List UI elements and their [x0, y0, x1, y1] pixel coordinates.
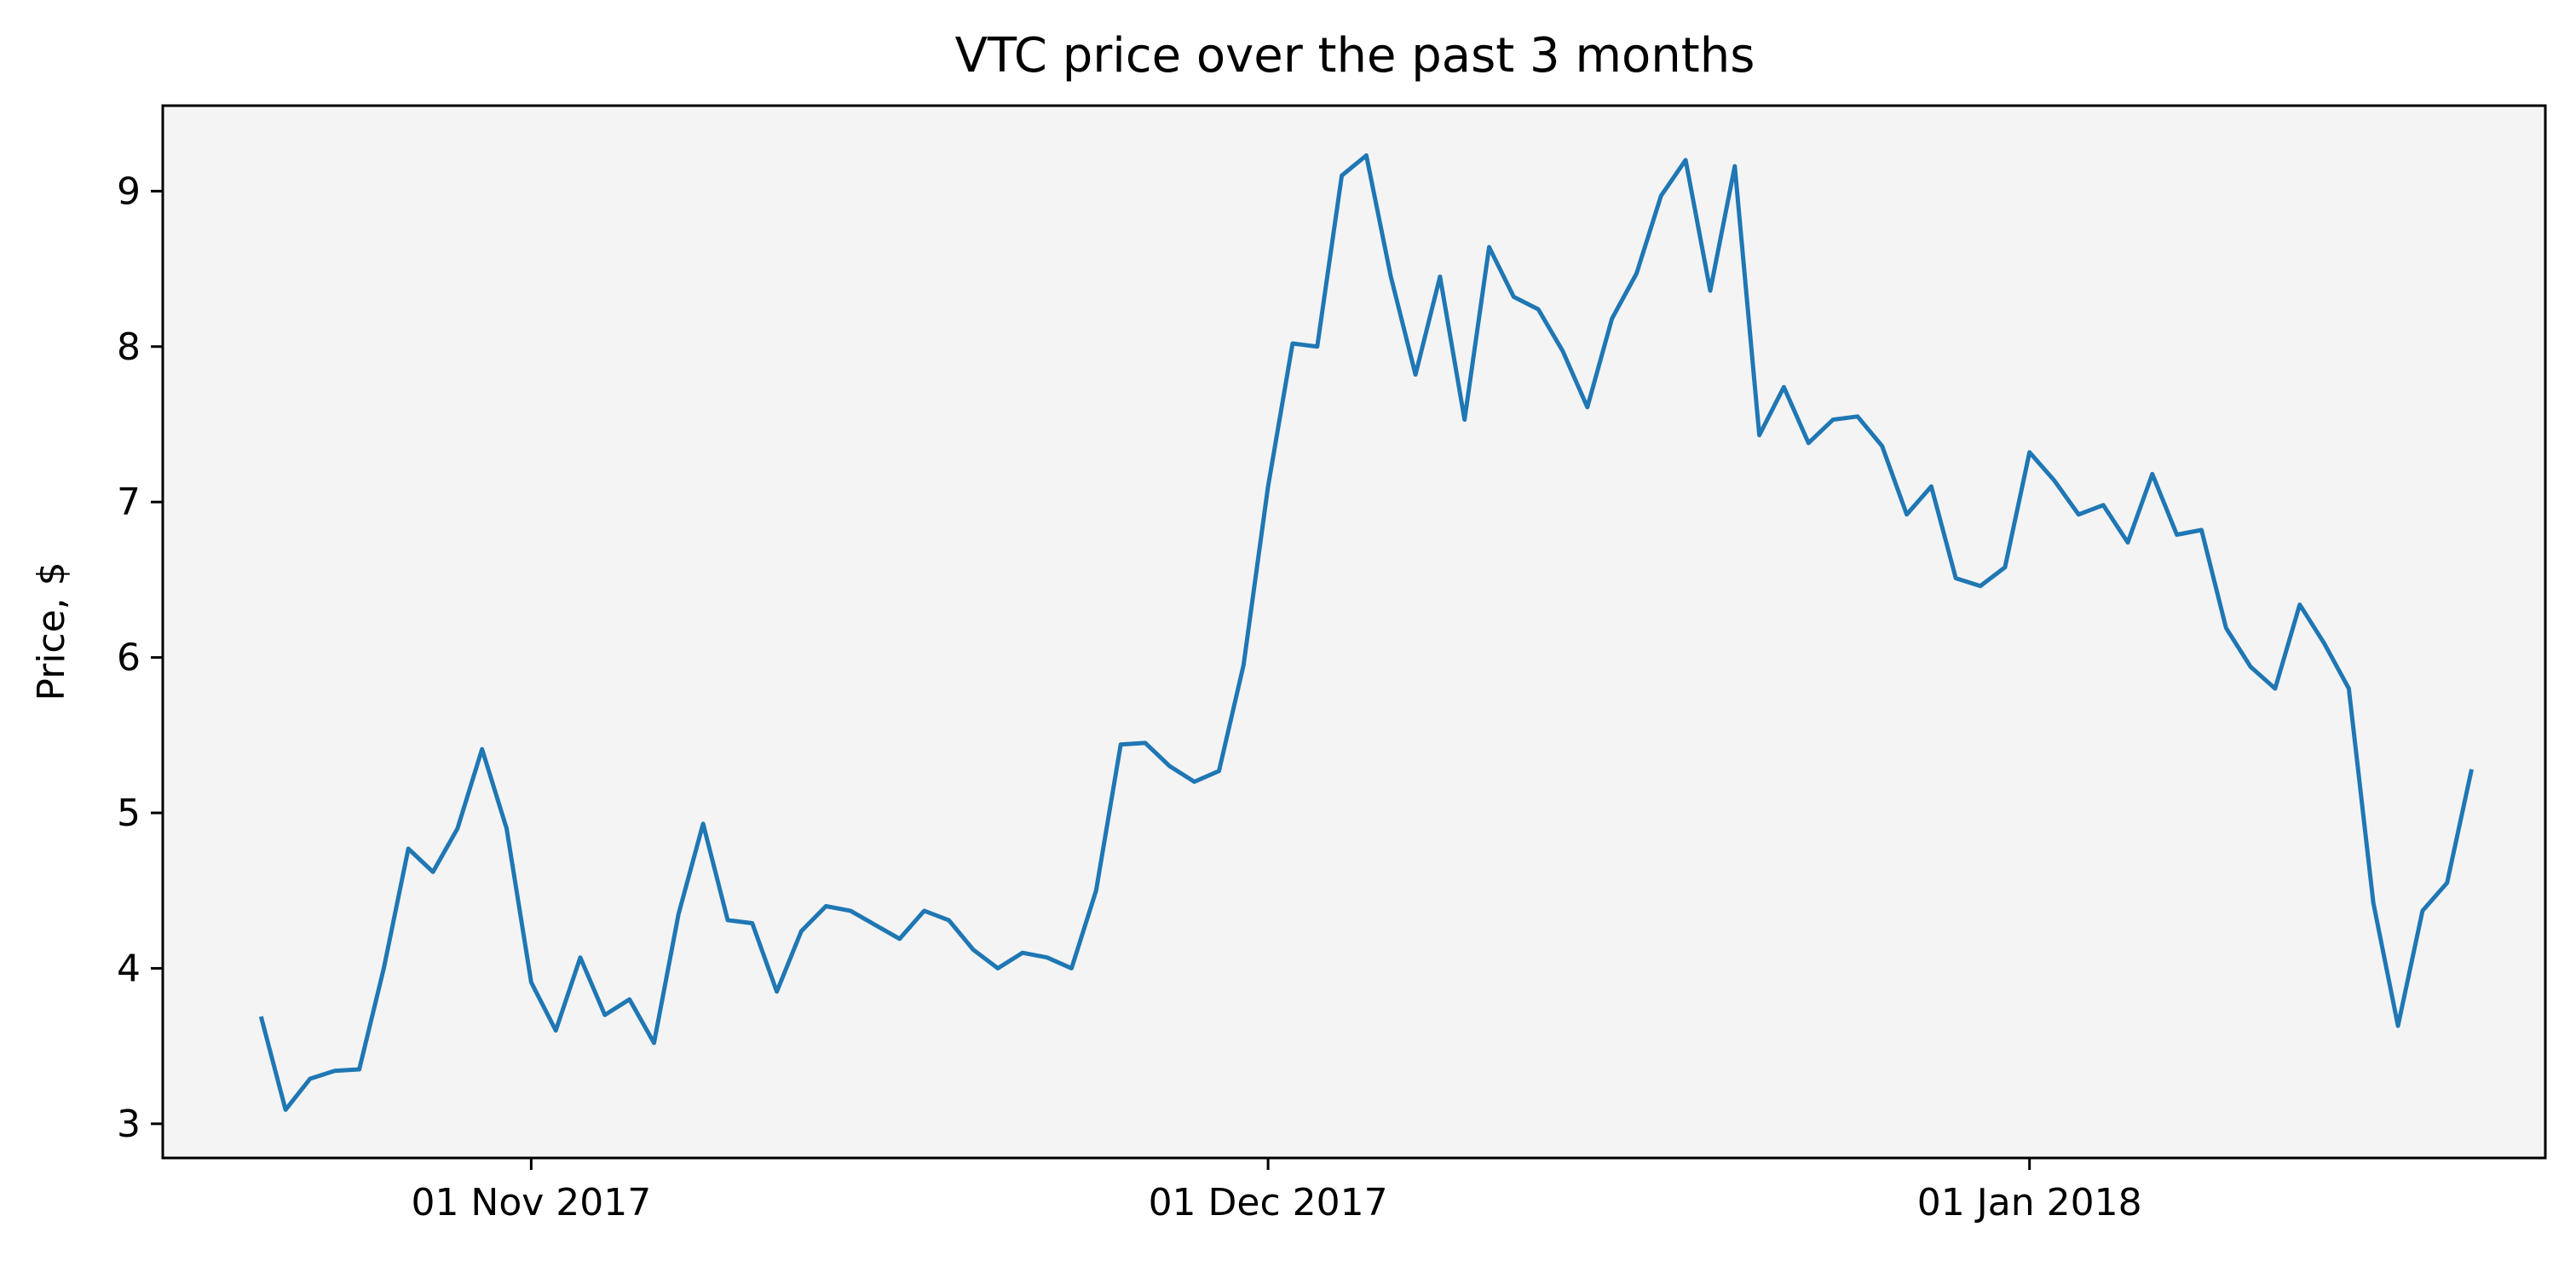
plot-area — [161, 104, 2547, 1160]
y-tick-label: 8 — [117, 325, 141, 369]
y-tick-label: 6 — [117, 636, 141, 680]
y-tick-label: 4 — [117, 947, 141, 990]
x-tick-label: 01 Jan 2018 — [1917, 1181, 2142, 1224]
y-axis: 3 4 5 6 7 8 9 — [117, 170, 163, 1146]
chart-title: VTC price over the past 3 months — [955, 28, 1755, 84]
x-axis: 01 Nov 2017 01 Dec 2017 01 Jan 2018 — [411, 1158, 2142, 1224]
y-axis-label: Price, $ — [30, 562, 73, 700]
y-tick-label: 7 — [117, 481, 141, 524]
x-tick-label: 01 Dec 2017 — [1149, 1181, 1388, 1224]
y-tick-label: 9 — [117, 170, 141, 213]
x-tick-label: 01 Nov 2017 — [411, 1181, 651, 1224]
y-tick-label: 5 — [117, 792, 141, 835]
price-line — [258, 153, 2474, 1112]
y-tick-label: 3 — [117, 1103, 141, 1146]
